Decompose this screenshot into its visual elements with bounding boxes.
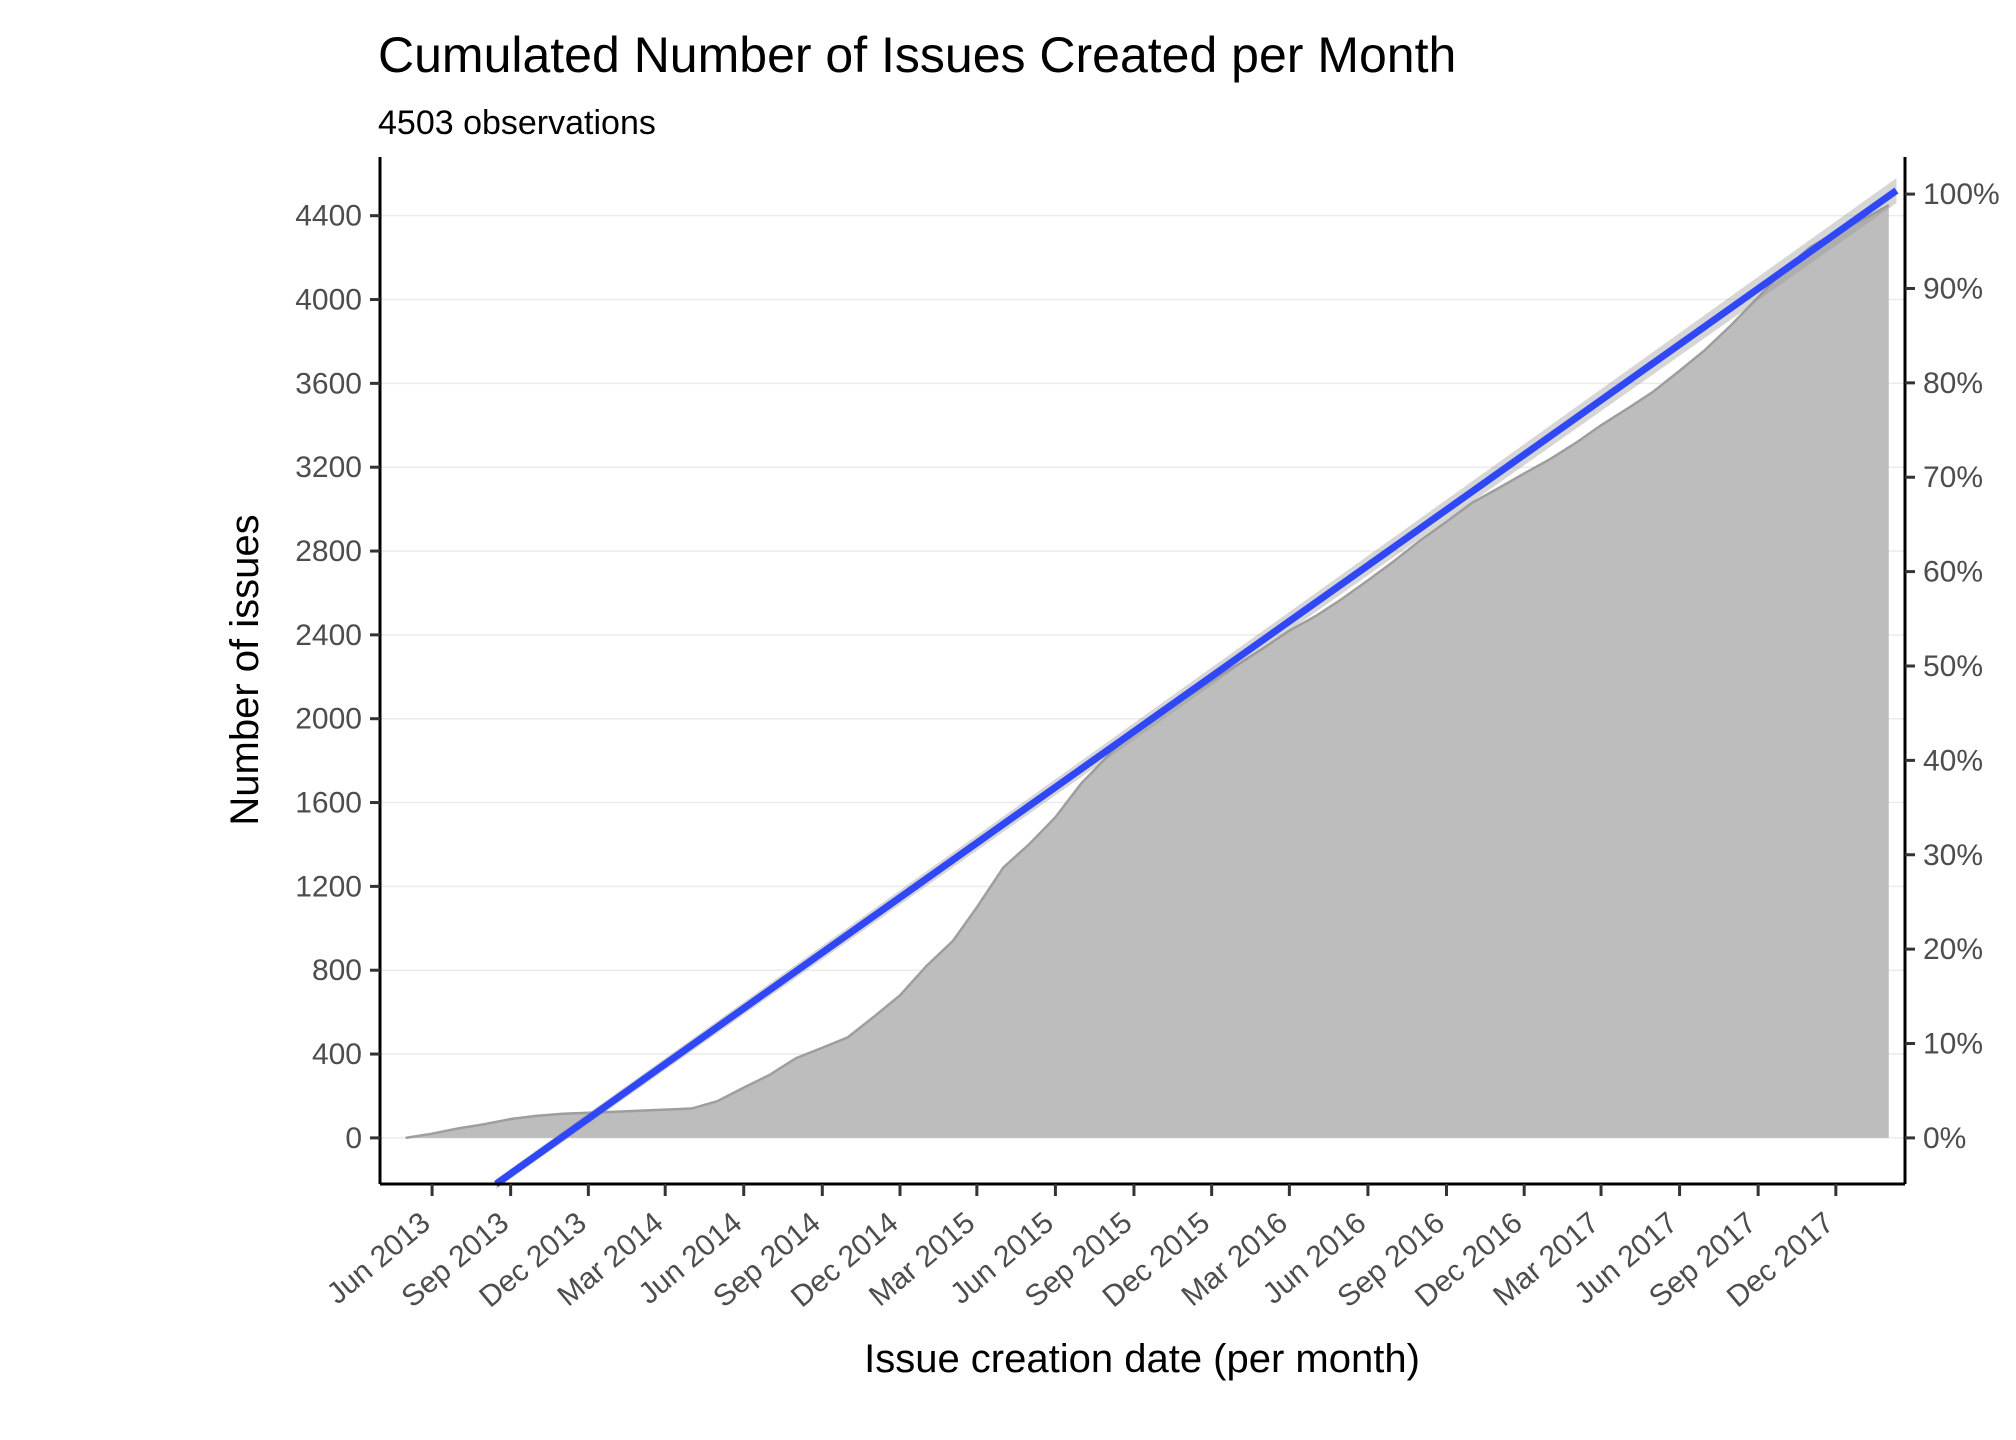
y-axis-ticks: 0 400 800 1200 1600 2000 2400 2800 3200 3600 4000 4… (295, 200, 380, 1155)
chart-subtitle: 4503 observations (378, 104, 656, 142)
y2-tick-label: 80% (1923, 367, 1983, 400)
y-tick-label: 1600 (295, 787, 362, 820)
y2-tick-label: 60% (1923, 556, 1983, 589)
fit-layer (494, 177, 1899, 1190)
y-tick-label: 400 (312, 1038, 362, 1071)
y-tick-label: 4400 (295, 200, 362, 233)
y-tick-label: 1200 (295, 870, 362, 903)
y2-tick-label: 10% (1923, 1028, 1983, 1061)
y-axis-title: Number of issues (223, 514, 267, 825)
regression-line (494, 187, 1899, 1187)
y-tick-label: 800 (312, 954, 362, 987)
y2-tick-label: 40% (1923, 744, 1983, 777)
cumulative-area (405, 205, 1889, 1138)
x-axis-title: Issue creation date (per month) (864, 1337, 1420, 1381)
y2-tick-label: 100% (1923, 178, 2000, 211)
y2-tick-label: 90% (1923, 272, 1983, 305)
y-tick-label: 3600 (295, 367, 362, 400)
y2-axis-ticks: 0% 10% 20% 30% 40% 50% 60% 70% 80% 90% 100% (1905, 178, 2000, 1155)
y2-tick-label: 0% (1923, 1122, 1966, 1155)
y2-tick-label: 30% (1923, 839, 1983, 872)
y-tick-label: 4000 (295, 284, 362, 317)
y2-tick-label: 50% (1923, 650, 1983, 683)
y-tick-label: 2400 (295, 619, 362, 652)
y-tick-label: 2800 (295, 535, 362, 568)
y2-tick-label: 20% (1923, 933, 1983, 966)
y-tick-label: 0 (345, 1122, 362, 1155)
y-tick-label: 3200 (295, 451, 362, 484)
y-tick-label: 2000 (295, 703, 362, 736)
chart-title: Cumulated Number of Issues Created per M… (378, 27, 1456, 83)
y2-tick-label: 70% (1923, 461, 1983, 494)
